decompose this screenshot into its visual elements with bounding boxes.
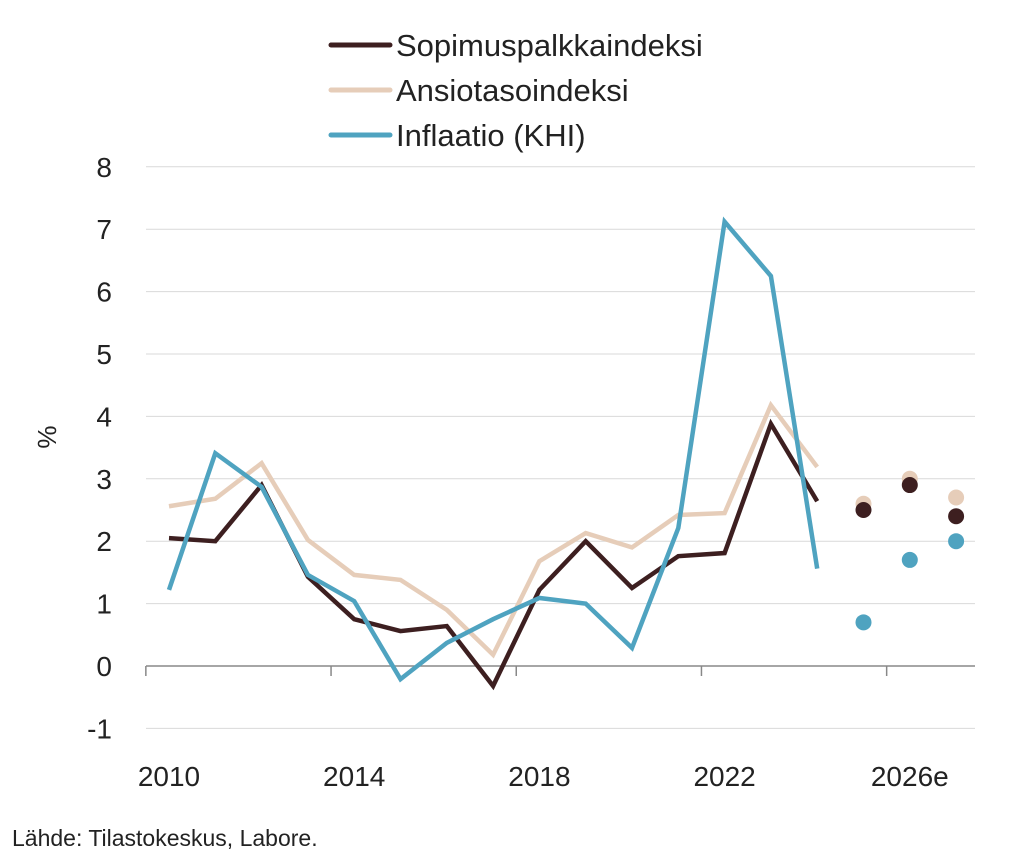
y-axis: -1 0 1 2 3 4 5 6 7 8 — [87, 152, 112, 745]
y-tick-label: 5 — [96, 339, 112, 370]
legend-label: Sopimuspalkkaindeksi — [396, 28, 703, 63]
x-tick-label: 2014 — [323, 761, 385, 792]
y-tick-label: 4 — [96, 401, 112, 432]
y-tick-label: 0 — [96, 651, 112, 682]
y-tick-label: 1 — [96, 589, 112, 620]
y-tick-label: -1 — [87, 713, 112, 744]
forecast-point — [855, 614, 872, 631]
x-tick-label: 2018 — [508, 761, 570, 792]
forecast-point — [948, 533, 965, 550]
gridlines — [146, 166, 975, 729]
legend: Sopimuspalkkaindeksi Ansiotasoindeksi Infl… — [328, 28, 703, 153]
legend-label: Inflaatio (KHI) — [396, 118, 586, 153]
y-tick-label: 7 — [96, 214, 112, 245]
y-tick-label: 8 — [96, 152, 112, 183]
x-tick-label: 2022 — [693, 761, 755, 792]
forecast-point — [948, 508, 965, 525]
y-tick-label: 3 — [96, 464, 112, 495]
forecast-point — [855, 502, 872, 518]
y-tick-label: 2 — [96, 526, 112, 557]
legend-label: Ansiotasoindeksi — [396, 73, 629, 108]
series-line — [168, 400, 820, 659]
forecast-point — [901, 477, 918, 494]
series-line — [166, 216, 820, 683]
x-tick-label: 2010 — [138, 761, 200, 792]
series-line — [168, 418, 820, 691]
forecast-point — [948, 489, 965, 506]
series-lines — [166, 216, 965, 691]
forecast-point — [901, 551, 918, 568]
y-tick-label: 6 — [96, 277, 112, 308]
x-axis: 2010 2014 2018 2022 2026e — [138, 665, 975, 792]
x-tick-label: 2026e — [871, 761, 949, 792]
source-note: Lähde: Tilastokeskus, Labore. — [12, 825, 318, 851]
y-axis-label: % — [32, 425, 62, 448]
